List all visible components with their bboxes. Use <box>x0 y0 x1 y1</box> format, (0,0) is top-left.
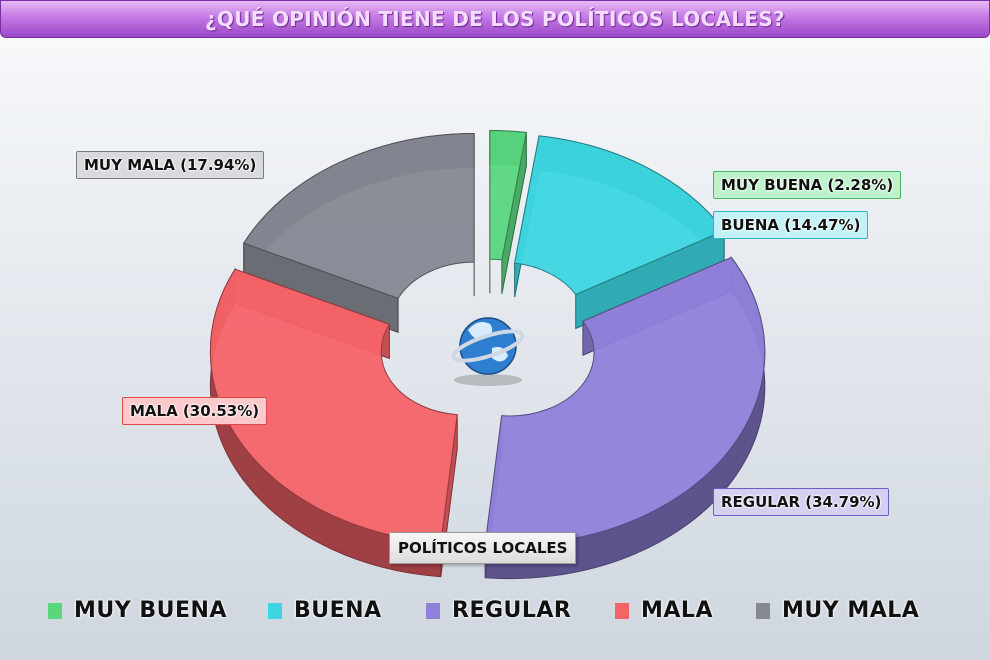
legend-swatch <box>48 602 62 619</box>
globe-icon <box>451 317 525 386</box>
donut-chart <box>209 130 766 580</box>
donut-slice <box>489 130 527 294</box>
data-label: MALA (30.53%) <box>122 397 268 425</box>
donut-slice <box>484 255 766 580</box>
legend-label: BUENA <box>294 598 382 623</box>
legend-label: MUY BUENA <box>74 598 227 623</box>
data-label: REGULAR (34.79%) <box>713 488 890 516</box>
category-label: POLÍTICOS LOCALES <box>389 532 577 564</box>
legend-item: REGULAR <box>426 598 571 623</box>
legend-swatch <box>615 602 629 619</box>
data-label: BUENA (14.47%) <box>713 211 869 239</box>
chart-legend: MUY BUENA BUENA REGULAR MALA MUY MALA <box>0 598 990 630</box>
legend-label: MUY MALA <box>782 598 920 623</box>
legend-swatch <box>426 602 440 619</box>
chart-title-bar: ¿QUÉ OPINIÓN TIENE DE LOS POLÍTICOS LOCA… <box>0 0 990 38</box>
legend-swatch <box>756 602 770 619</box>
legend-label: MALA <box>641 598 713 623</box>
donut-slice <box>243 133 475 334</box>
legend-item: MUY MALA <box>756 598 919 623</box>
chart-title: ¿QUÉ OPINIÓN TIENE DE LOS POLÍTICOS LOCA… <box>205 7 785 31</box>
donut-slice <box>209 267 458 578</box>
legend-swatch <box>268 602 282 619</box>
legend-item: MALA <box>615 598 713 623</box>
legend-label: REGULAR <box>452 598 572 623</box>
legend-item: MUY BUENA <box>48 598 227 623</box>
data-label: MUY MALA (17.94%) <box>76 151 265 179</box>
data-label: MUY BUENA (2.28%) <box>713 171 902 199</box>
legend-item: BUENA <box>268 598 382 623</box>
donut-slice <box>514 135 725 330</box>
